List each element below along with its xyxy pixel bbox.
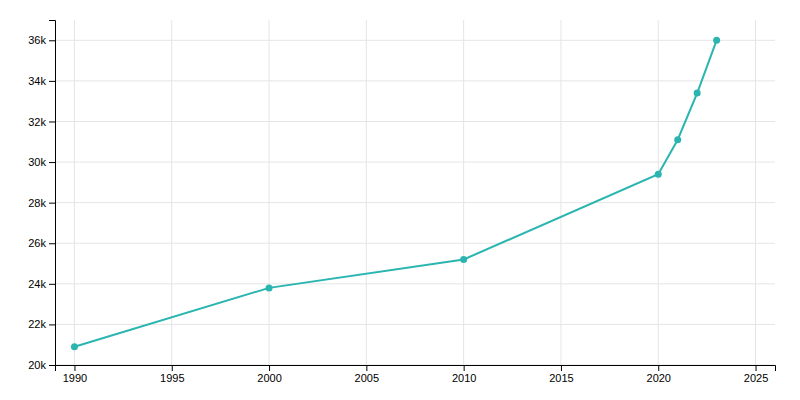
- y-tick-label: 30k: [28, 156, 46, 168]
- y-tick: 28k: [28, 197, 55, 209]
- x-grid-line: [269, 20, 270, 365]
- chart-container: 1990 1995 2000 2005 2010 2015 2020 2025 20k 22k 24…: [0, 0, 800, 400]
- y-grid-line: [55, 80, 775, 81]
- x-tick-label: 2010: [452, 372, 476, 384]
- data-marks: [71, 37, 720, 350]
- y-axis-line: [49, 21, 56, 366]
- y-tick: 32k: [28, 115, 55, 127]
- x-tick-mark: [366, 365, 367, 371]
- x-tick-label: 2005: [355, 372, 379, 384]
- y-tick: 20k: [28, 359, 55, 371]
- y-tick-mark: [49, 81, 55, 82]
- y-tick-mark: [49, 284, 55, 285]
- x-tick-mark: [269, 365, 270, 371]
- x-tick: 1995: [160, 365, 184, 384]
- x-tick-label: 2020: [647, 372, 671, 384]
- y-tick-mark: [49, 324, 55, 325]
- x-tick: 2010: [452, 365, 476, 384]
- point: [713, 37, 720, 44]
- point: [266, 284, 273, 291]
- x-grid-line: [560, 20, 561, 365]
- x-tick: 2025: [744, 365, 768, 384]
- y-grid-line: [55, 121, 775, 122]
- grid: [55, 20, 775, 365]
- x-tick-mark: [172, 365, 173, 371]
- x-tick-mark: [561, 365, 562, 371]
- y-tick-label: 36k: [28, 34, 46, 46]
- x-grid-line: [463, 20, 464, 365]
- x-grid-line: [755, 20, 756, 365]
- y-grid-line: [55, 243, 775, 244]
- y-tick-mark: [49, 162, 55, 163]
- y-tick: 30k: [28, 156, 55, 168]
- x-axis-line: [56, 366, 776, 372]
- y-tick-label: 34k: [28, 75, 46, 87]
- y-tick: 34k: [28, 75, 55, 87]
- x-tick-label: 2000: [257, 372, 281, 384]
- x-grid-line: [366, 20, 367, 365]
- x-tick-mark: [756, 365, 757, 371]
- y-tick-mark: [49, 40, 55, 41]
- y-grid-line: [55, 283, 775, 284]
- x-tick: 2020: [647, 365, 671, 384]
- x-grid-line: [74, 20, 75, 365]
- x-tick: 2015: [549, 365, 573, 384]
- point: [460, 256, 467, 263]
- x-grid-line: [658, 20, 659, 365]
- y-tick-label: 24k: [28, 278, 46, 290]
- plot: 1990 1995 2000 2005 2010 2015 2020 2025 20k 22k 24…: [28, 20, 775, 384]
- point: [694, 90, 701, 97]
- line: [74, 40, 716, 346]
- y-axis: 20k 22k 24k 26k 28k 30k 32k 34k 36k: [28, 21, 55, 372]
- point: [655, 171, 662, 178]
- y-tick-mark: [49, 203, 55, 204]
- y-tick: 22k: [28, 318, 55, 330]
- y-tick-mark: [49, 365, 55, 366]
- x-tick: 2000: [257, 365, 281, 384]
- x-tick-label: 1995: [160, 372, 184, 384]
- x-grid-line: [171, 20, 172, 365]
- y-grid-line: [55, 40, 775, 41]
- x-tick-label: 2015: [549, 372, 573, 384]
- y-tick-label: 22k: [28, 318, 46, 330]
- point: [674, 136, 681, 143]
- y-tick-label: 20k: [28, 359, 46, 371]
- x-tick-label: 2025: [744, 372, 768, 384]
- x-tick-mark: [658, 365, 659, 371]
- y-grid-line: [55, 324, 775, 325]
- chart-svg: 1990 1995 2000 2005 2010 2015 2020 2025 20k 22k 24…: [0, 0, 800, 400]
- y-tick-label: 32k: [28, 115, 46, 127]
- y-tick-label: 28k: [28, 197, 46, 209]
- y-grid-line: [55, 162, 775, 163]
- x-tick: 2005: [355, 365, 379, 384]
- y-tick: 26k: [28, 237, 55, 249]
- y-tick-mark: [49, 121, 55, 122]
- y-tick-mark: [49, 243, 55, 244]
- y-grid-line: [55, 202, 775, 203]
- point: [71, 343, 78, 350]
- x-tick-mark: [464, 365, 465, 371]
- x-tick: 1990: [63, 365, 87, 384]
- x-axis: 1990 1995 2000 2005 2010 2015 2020 2025: [56, 365, 776, 384]
- y-tick: 36k: [28, 34, 55, 46]
- y-tick: 24k: [28, 278, 55, 290]
- x-tick-mark: [74, 365, 75, 371]
- x-tick-label: 1990: [63, 372, 87, 384]
- y-tick-label: 26k: [28, 237, 46, 249]
